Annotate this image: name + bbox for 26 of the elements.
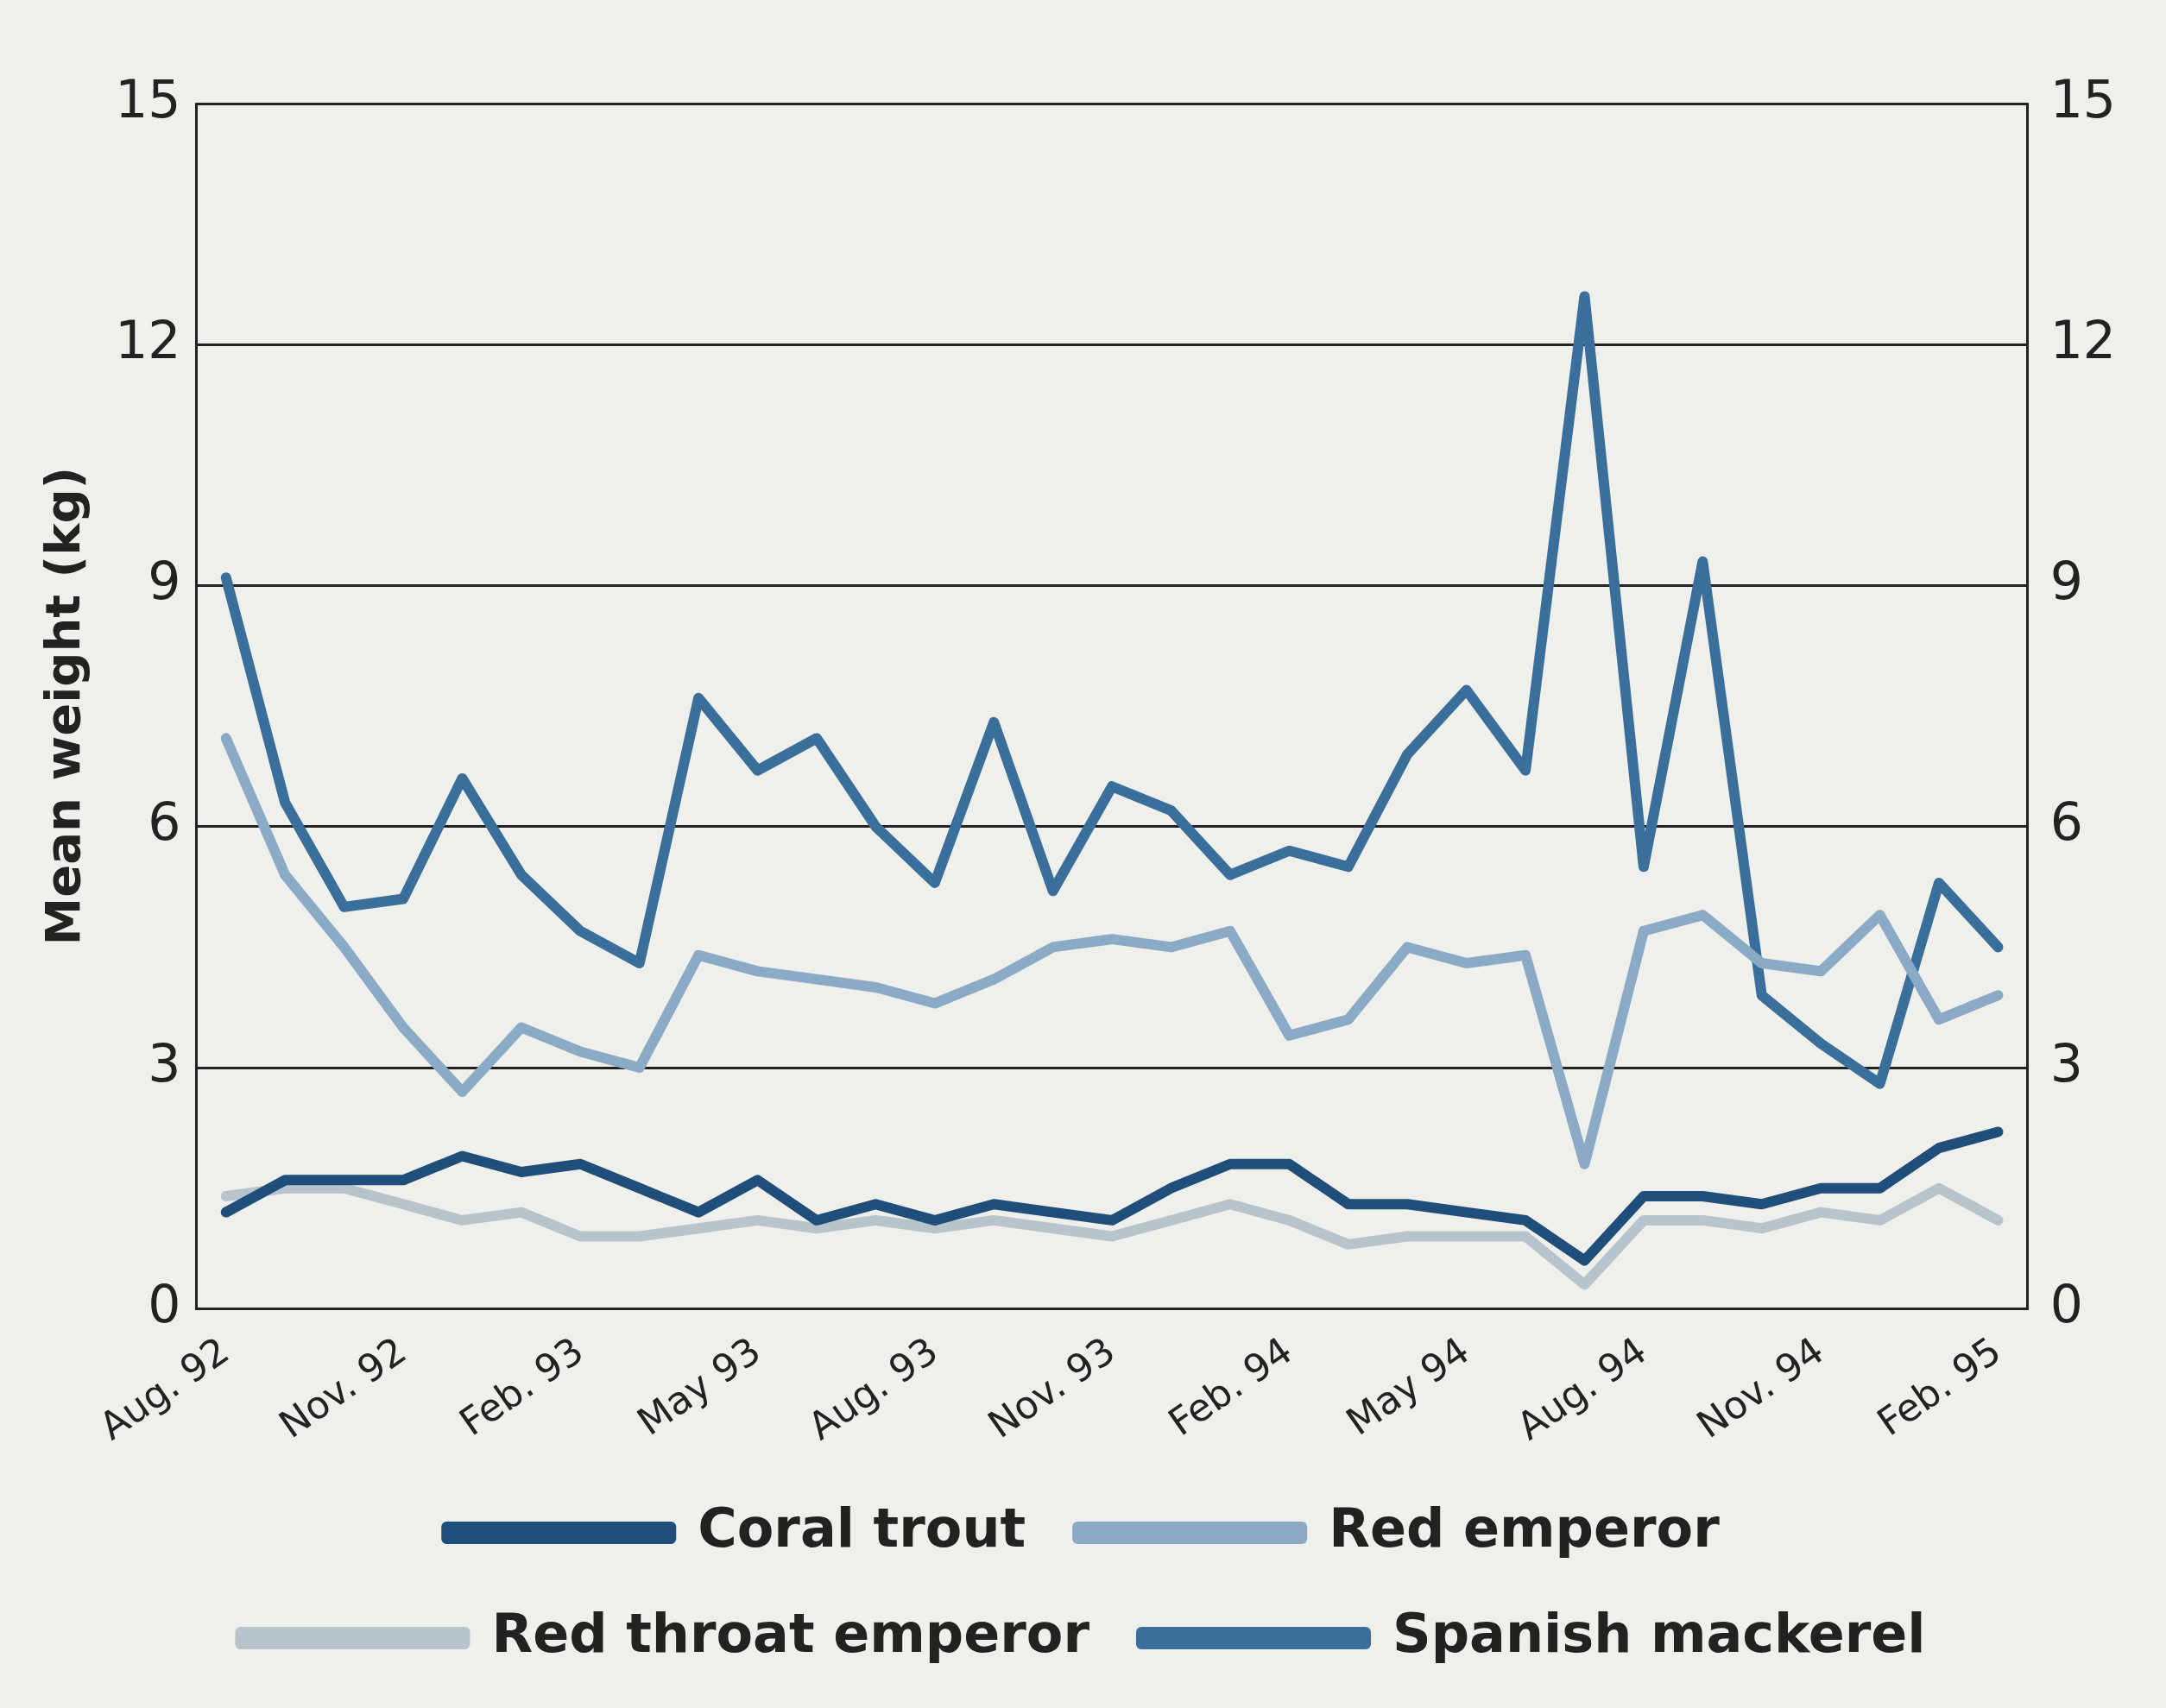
x-tick-label: Nov. 92	[270, 1327, 414, 1446]
y2-tick-label: 3	[2049, 1032, 2083, 1093]
y2-tick-label: 12	[2049, 309, 2117, 370]
x-tick-label: Feb. 95	[1868, 1327, 2009, 1445]
x-tick-label: Nov. 94	[1688, 1327, 1832, 1446]
x-tick-label: May 94	[1337, 1327, 1477, 1444]
x-tick-label: Aug. 94	[1508, 1327, 1655, 1448]
y-tick-label: 15	[115, 68, 181, 129]
x-tick-label: Aug. 93	[799, 1327, 946, 1448]
y-tick-label: 6	[148, 791, 181, 853]
y2-tick-label: 0	[2049, 1273, 2083, 1334]
legend-label: Coral trout	[698, 1497, 1026, 1560]
x-tick-label: Feb. 94	[1159, 1327, 1300, 1445]
x-tick-label: Feb. 93	[451, 1327, 591, 1445]
y2-tick-label: 6	[2049, 791, 2083, 853]
legend-label: Red emperor	[1329, 1497, 1721, 1560]
legend-label: Red throat emperor	[491, 1602, 1090, 1666]
x-tick-label: May 93	[628, 1327, 768, 1444]
y-tick-label: 3	[148, 1032, 181, 1093]
y2-tick-label: 15	[2049, 68, 2117, 129]
y-tick-label: 12	[115, 309, 181, 370]
x-tick-label: Nov. 93	[979, 1327, 1123, 1446]
legend-label: Spanish mackerel	[1392, 1602, 1926, 1666]
y-tick-label: 9	[148, 551, 181, 612]
y-axis-title: Mean weight (kg)	[35, 466, 92, 946]
y2-tick-label: 9	[2049, 551, 2083, 612]
